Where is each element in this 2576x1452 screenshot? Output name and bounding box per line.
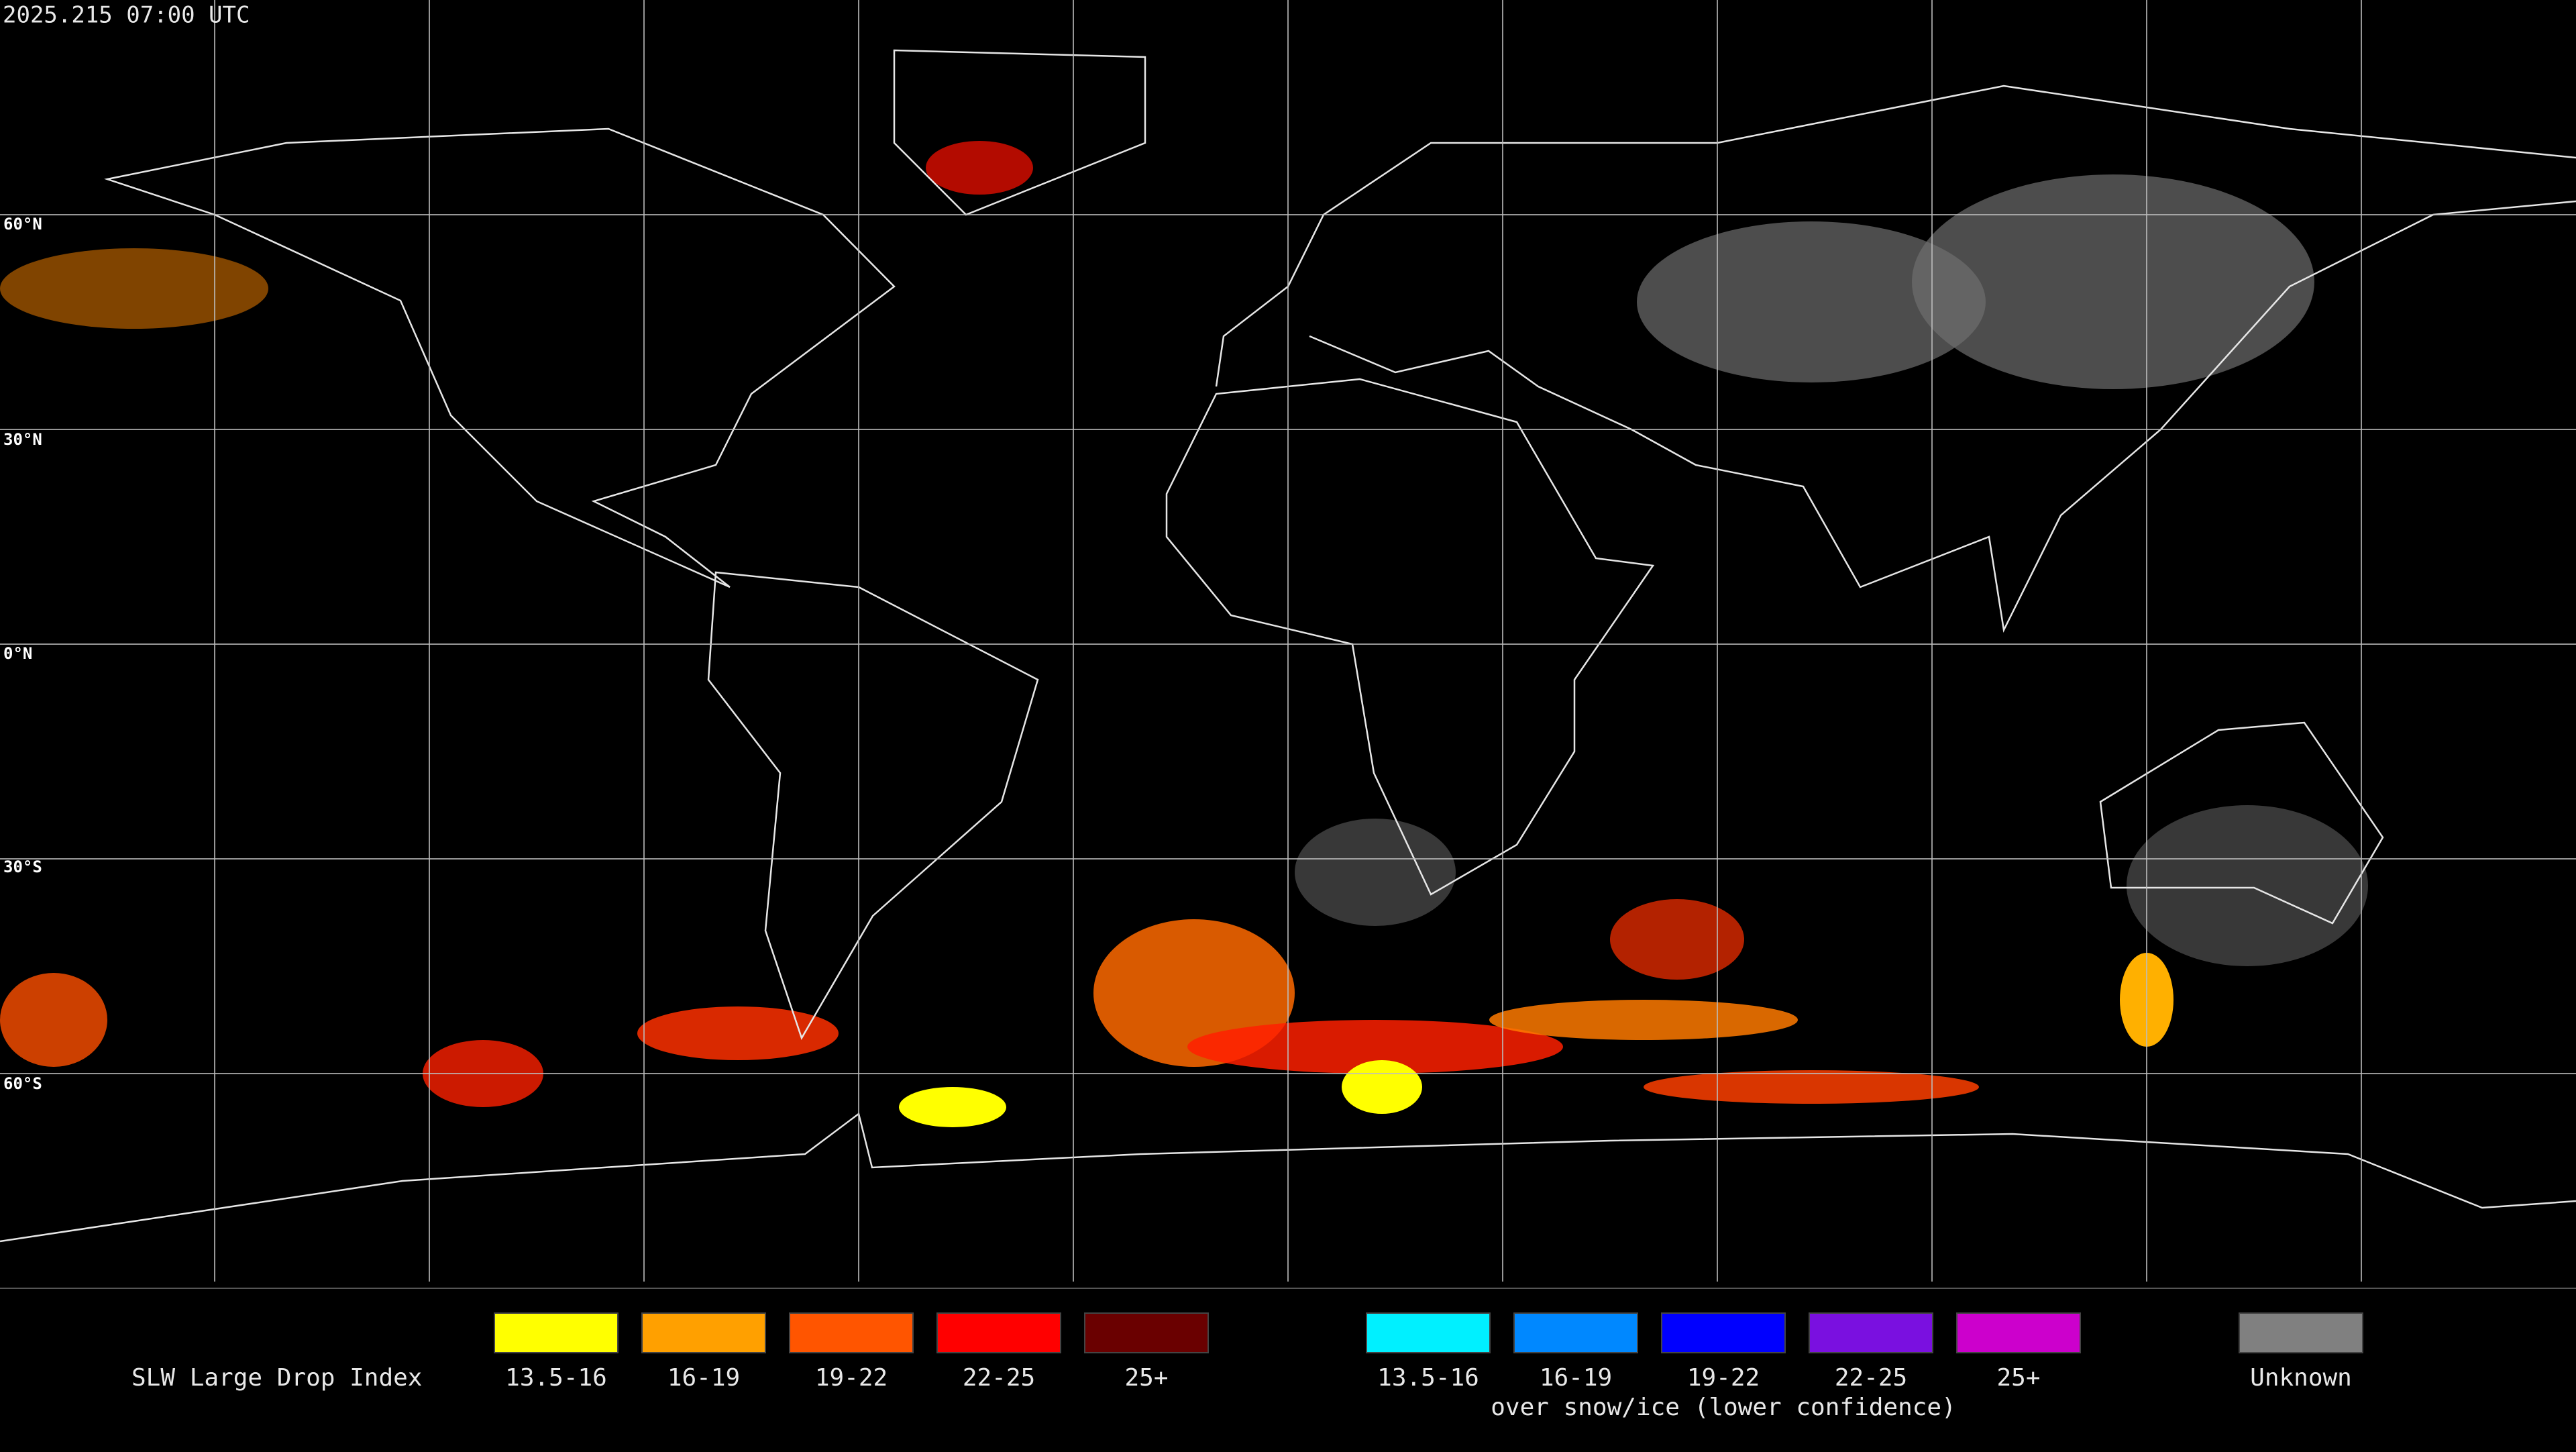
coastlines [0, 49, 2576, 1243]
legend-label: 16-19 [667, 1364, 740, 1392]
lat-label: 30°S [3, 858, 42, 876]
legend-title: SLW Large Drop Index [131, 1364, 422, 1392]
legend-label: 13.5-16 [1377, 1364, 1479, 1392]
legend-swatch [936, 1312, 1061, 1353]
legend-swatch [1366, 1312, 1491, 1353]
legend-swatch [2239, 1312, 2363, 1353]
legend: 13.5-16 16-19 19-22 22-25 25+ 13.5-16 16-19 19-… [494, 1312, 2363, 1421]
legend-label: 19-22 [1687, 1364, 1760, 1392]
legend-label: 16-19 [1540, 1364, 1612, 1392]
legend-swatch [1513, 1312, 1638, 1353]
legend-label: 19-22 [815, 1364, 888, 1392]
legend-label: 22-25 [1835, 1364, 1907, 1392]
legend-swatch [1956, 1312, 2081, 1353]
legend-swatch [1809, 1312, 1933, 1353]
cloud-patches [0, 141, 2368, 1127]
graticule [0, 0, 2576, 1282]
lat-label: 60°N [3, 215, 42, 234]
legend-swatch [494, 1312, 619, 1353]
legend-caption: over snow/ice (lower confidence) [1491, 1394, 1956, 1421]
timestamp: 2025.215 07:00 UTC [3, 2, 250, 29]
legend-swatch [1084, 1312, 1209, 1353]
legend-swatch [789, 1312, 914, 1353]
legend-label: 25+ [1124, 1364, 1168, 1392]
legend-swatch [641, 1312, 766, 1353]
legend-label: 25+ [1996, 1364, 2040, 1392]
lat-label: 0°N [3, 644, 32, 663]
legend-label: 13.5-16 [505, 1364, 607, 1392]
legend-label: Unknown [2250, 1364, 2352, 1392]
lat-label: 60°S [3, 1074, 42, 1093]
legend-label: 22-25 [963, 1364, 1035, 1392]
legend-swatch [1661, 1312, 1786, 1353]
lat-label: 30°N [3, 430, 42, 449]
